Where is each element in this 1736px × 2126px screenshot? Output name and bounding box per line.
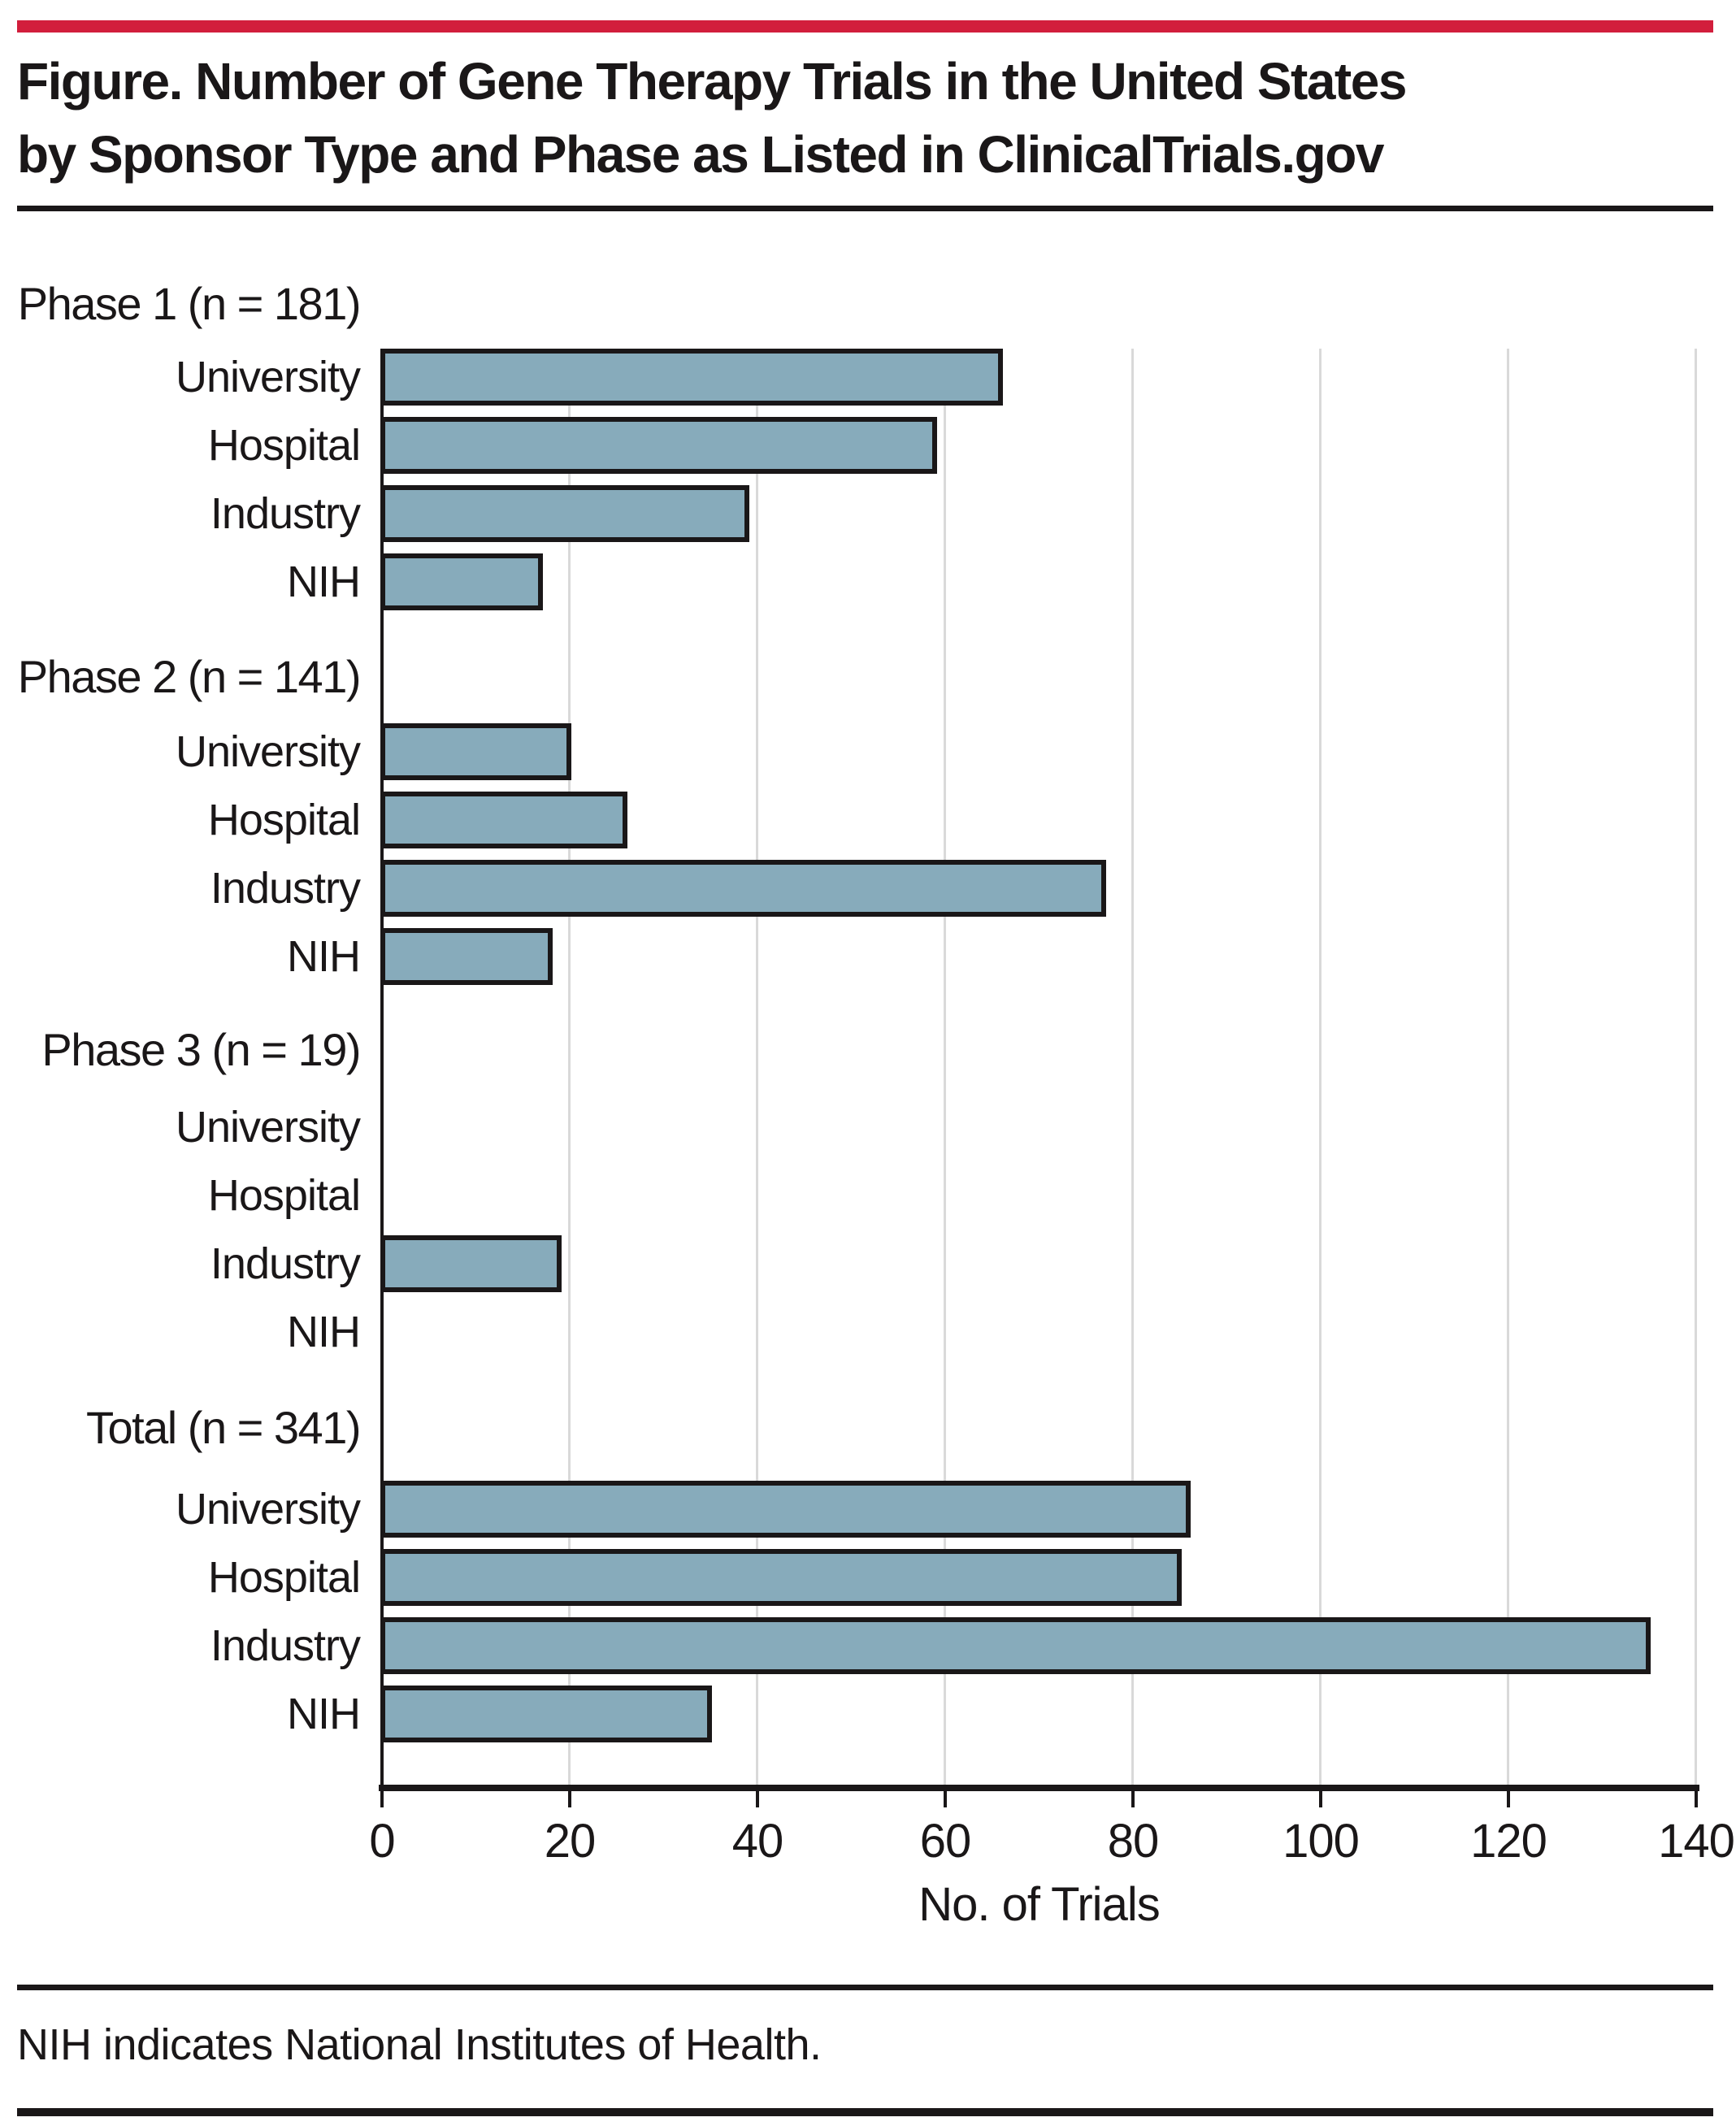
- footnote-text: NIH indicates National Institutes of Hea…: [17, 2020, 822, 2069]
- bar-phase2-industry: [380, 860, 1106, 917]
- row-label-total-industry: Industry: [210, 1621, 361, 1670]
- tick-label-0: 0: [369, 1815, 395, 1868]
- bar-phase1-university: [380, 349, 1003, 406]
- row-label-phase2-university: University: [175, 727, 361, 776]
- gridline-120: [1507, 349, 1509, 1785]
- masthead-accent-bar: [17, 20, 1713, 33]
- row-label-total-university: University: [175, 1485, 361, 1534]
- row-label-phase1-hospital: Hospital: [207, 421, 361, 470]
- tick-mark-100: [1319, 1791, 1322, 1807]
- tick-label-140: 140: [1658, 1815, 1735, 1868]
- bar-phase1-industry: [380, 485, 749, 542]
- group-label-phase3: Phase 3 (n = 19): [41, 1024, 361, 1075]
- row-label-phase2-industry: Industry: [210, 864, 361, 913]
- tick-mark-140: [1695, 1791, 1698, 1807]
- bar-phase3-industry: [380, 1235, 562, 1292]
- bar-phase2-nih: [380, 928, 553, 985]
- row-label-phase3-industry: Industry: [210, 1239, 361, 1288]
- tick-mark-60: [944, 1791, 947, 1807]
- row-label-phase3-nih: NIH: [287, 1308, 361, 1356]
- tick-label-60: 60: [919, 1815, 972, 1868]
- gridline-20: [568, 349, 571, 1785]
- x-axis-line: [379, 1785, 1699, 1791]
- group-label-total: Total (n = 341): [85, 1402, 362, 1453]
- row-label-phase1-nih: NIH: [287, 558, 361, 606]
- bar-total-nih: [380, 1686, 712, 1742]
- gridline-100: [1319, 349, 1322, 1785]
- gridline-80: [1131, 349, 1134, 1785]
- gridline-140: [1695, 349, 1697, 1785]
- tick-label-40: 40: [731, 1815, 784, 1868]
- group-label-phase1: Phase 1 (n = 181): [17, 278, 362, 329]
- row-label-phase3-hospital: Hospital: [207, 1171, 361, 1220]
- tick-label-80: 80: [1107, 1815, 1160, 1868]
- tick-mark-40: [756, 1791, 759, 1807]
- tick-mark-20: [568, 1791, 571, 1807]
- row-label-phase1-industry: Industry: [210, 489, 361, 538]
- row-label-phase2-nih: NIH: [287, 932, 361, 981]
- tick-mark-0: [380, 1791, 384, 1807]
- bar-phase2-hospital: [380, 792, 627, 848]
- tick-mark-80: [1131, 1791, 1135, 1807]
- bar-total-university: [380, 1481, 1191, 1538]
- row-label-phase1-university: University: [175, 353, 361, 401]
- figure-title-line-1: Figure. Number of Gene Therapy Trials in…: [17, 52, 1407, 111]
- footnote-rule-bottom: [17, 2108, 1713, 2116]
- gridline-40: [756, 349, 758, 1785]
- group-label-phase2: Phase 2 (n = 141): [17, 651, 362, 702]
- tick-label-120: 120: [1470, 1815, 1547, 1868]
- row-label-total-nih: NIH: [287, 1690, 361, 1738]
- tick-label-20: 20: [544, 1815, 597, 1868]
- figure-title: Figure. Number of Gene Therapy Trials in…: [17, 45, 1407, 191]
- y-axis-line: [380, 349, 384, 1785]
- row-label-phase2-hospital: Hospital: [207, 796, 361, 844]
- row-label-total-hospital: Hospital: [207, 1553, 361, 1602]
- bar-phase1-nih: [380, 553, 543, 610]
- title-rule: [17, 206, 1713, 211]
- tick-mark-120: [1507, 1791, 1510, 1807]
- bar-phase2-university: [380, 723, 571, 780]
- row-label-phase3-university: University: [175, 1103, 361, 1152]
- gridline-60: [944, 349, 946, 1785]
- bar-phase1-hospital: [380, 417, 937, 474]
- figure-title-line-2: by Sponsor Type and Phase as Listed in C…: [17, 125, 1384, 184]
- bar-total-hospital: [380, 1549, 1182, 1606]
- footnote-rule-top: [17, 1985, 1713, 1990]
- x-axis-title: No. of Trials: [918, 1878, 1160, 1931]
- bar-total-industry: [380, 1617, 1651, 1674]
- tick-label-100: 100: [1282, 1815, 1360, 1868]
